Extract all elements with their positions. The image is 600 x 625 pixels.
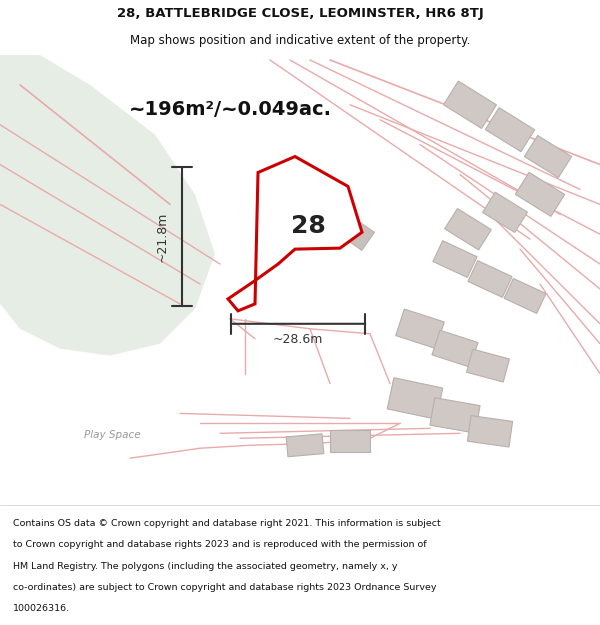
Polygon shape (330, 431, 370, 452)
Polygon shape (515, 173, 565, 216)
Polygon shape (433, 241, 477, 278)
Text: co-ordinates) are subject to Crown copyright and database rights 2023 Ordnance S: co-ordinates) are subject to Crown copyr… (13, 583, 437, 592)
Text: ~21.8m: ~21.8m (155, 211, 169, 262)
Polygon shape (0, 55, 215, 356)
Text: Contains OS data © Crown copyright and database right 2021. This information is : Contains OS data © Crown copyright and d… (13, 519, 441, 528)
Polygon shape (467, 416, 512, 447)
Polygon shape (443, 81, 496, 129)
Polygon shape (467, 349, 509, 382)
Text: HM Land Registry. The polygons (including the associated geometry, namely x, y: HM Land Registry. The polygons (includin… (13, 561, 398, 571)
Text: 28, BATTLEBRIDGE CLOSE, LEOMINSTER, HR6 8TJ: 28, BATTLEBRIDGE CLOSE, LEOMINSTER, HR6 … (116, 7, 484, 20)
Text: to Crown copyright and database rights 2023 and is reproduced with the permissio: to Crown copyright and database rights 2… (13, 540, 427, 549)
Polygon shape (286, 434, 324, 457)
Polygon shape (485, 107, 535, 152)
Polygon shape (468, 261, 512, 298)
Polygon shape (482, 192, 527, 232)
Polygon shape (432, 330, 478, 367)
Polygon shape (430, 398, 480, 433)
Polygon shape (335, 214, 374, 251)
Text: Map shows position and indicative extent of the property.: Map shows position and indicative extent… (130, 34, 470, 48)
Text: 100026316.: 100026316. (13, 604, 70, 613)
Polygon shape (396, 309, 444, 349)
Polygon shape (228, 156, 362, 311)
Polygon shape (524, 136, 572, 178)
Text: Play Space: Play Space (83, 430, 140, 440)
Text: ~196m²/~0.049ac.: ~196m²/~0.049ac. (128, 100, 331, 119)
Polygon shape (387, 378, 443, 419)
Text: ~28.6m: ~28.6m (273, 333, 323, 346)
Polygon shape (504, 278, 546, 313)
Polygon shape (445, 209, 491, 250)
Text: 28: 28 (290, 214, 325, 238)
